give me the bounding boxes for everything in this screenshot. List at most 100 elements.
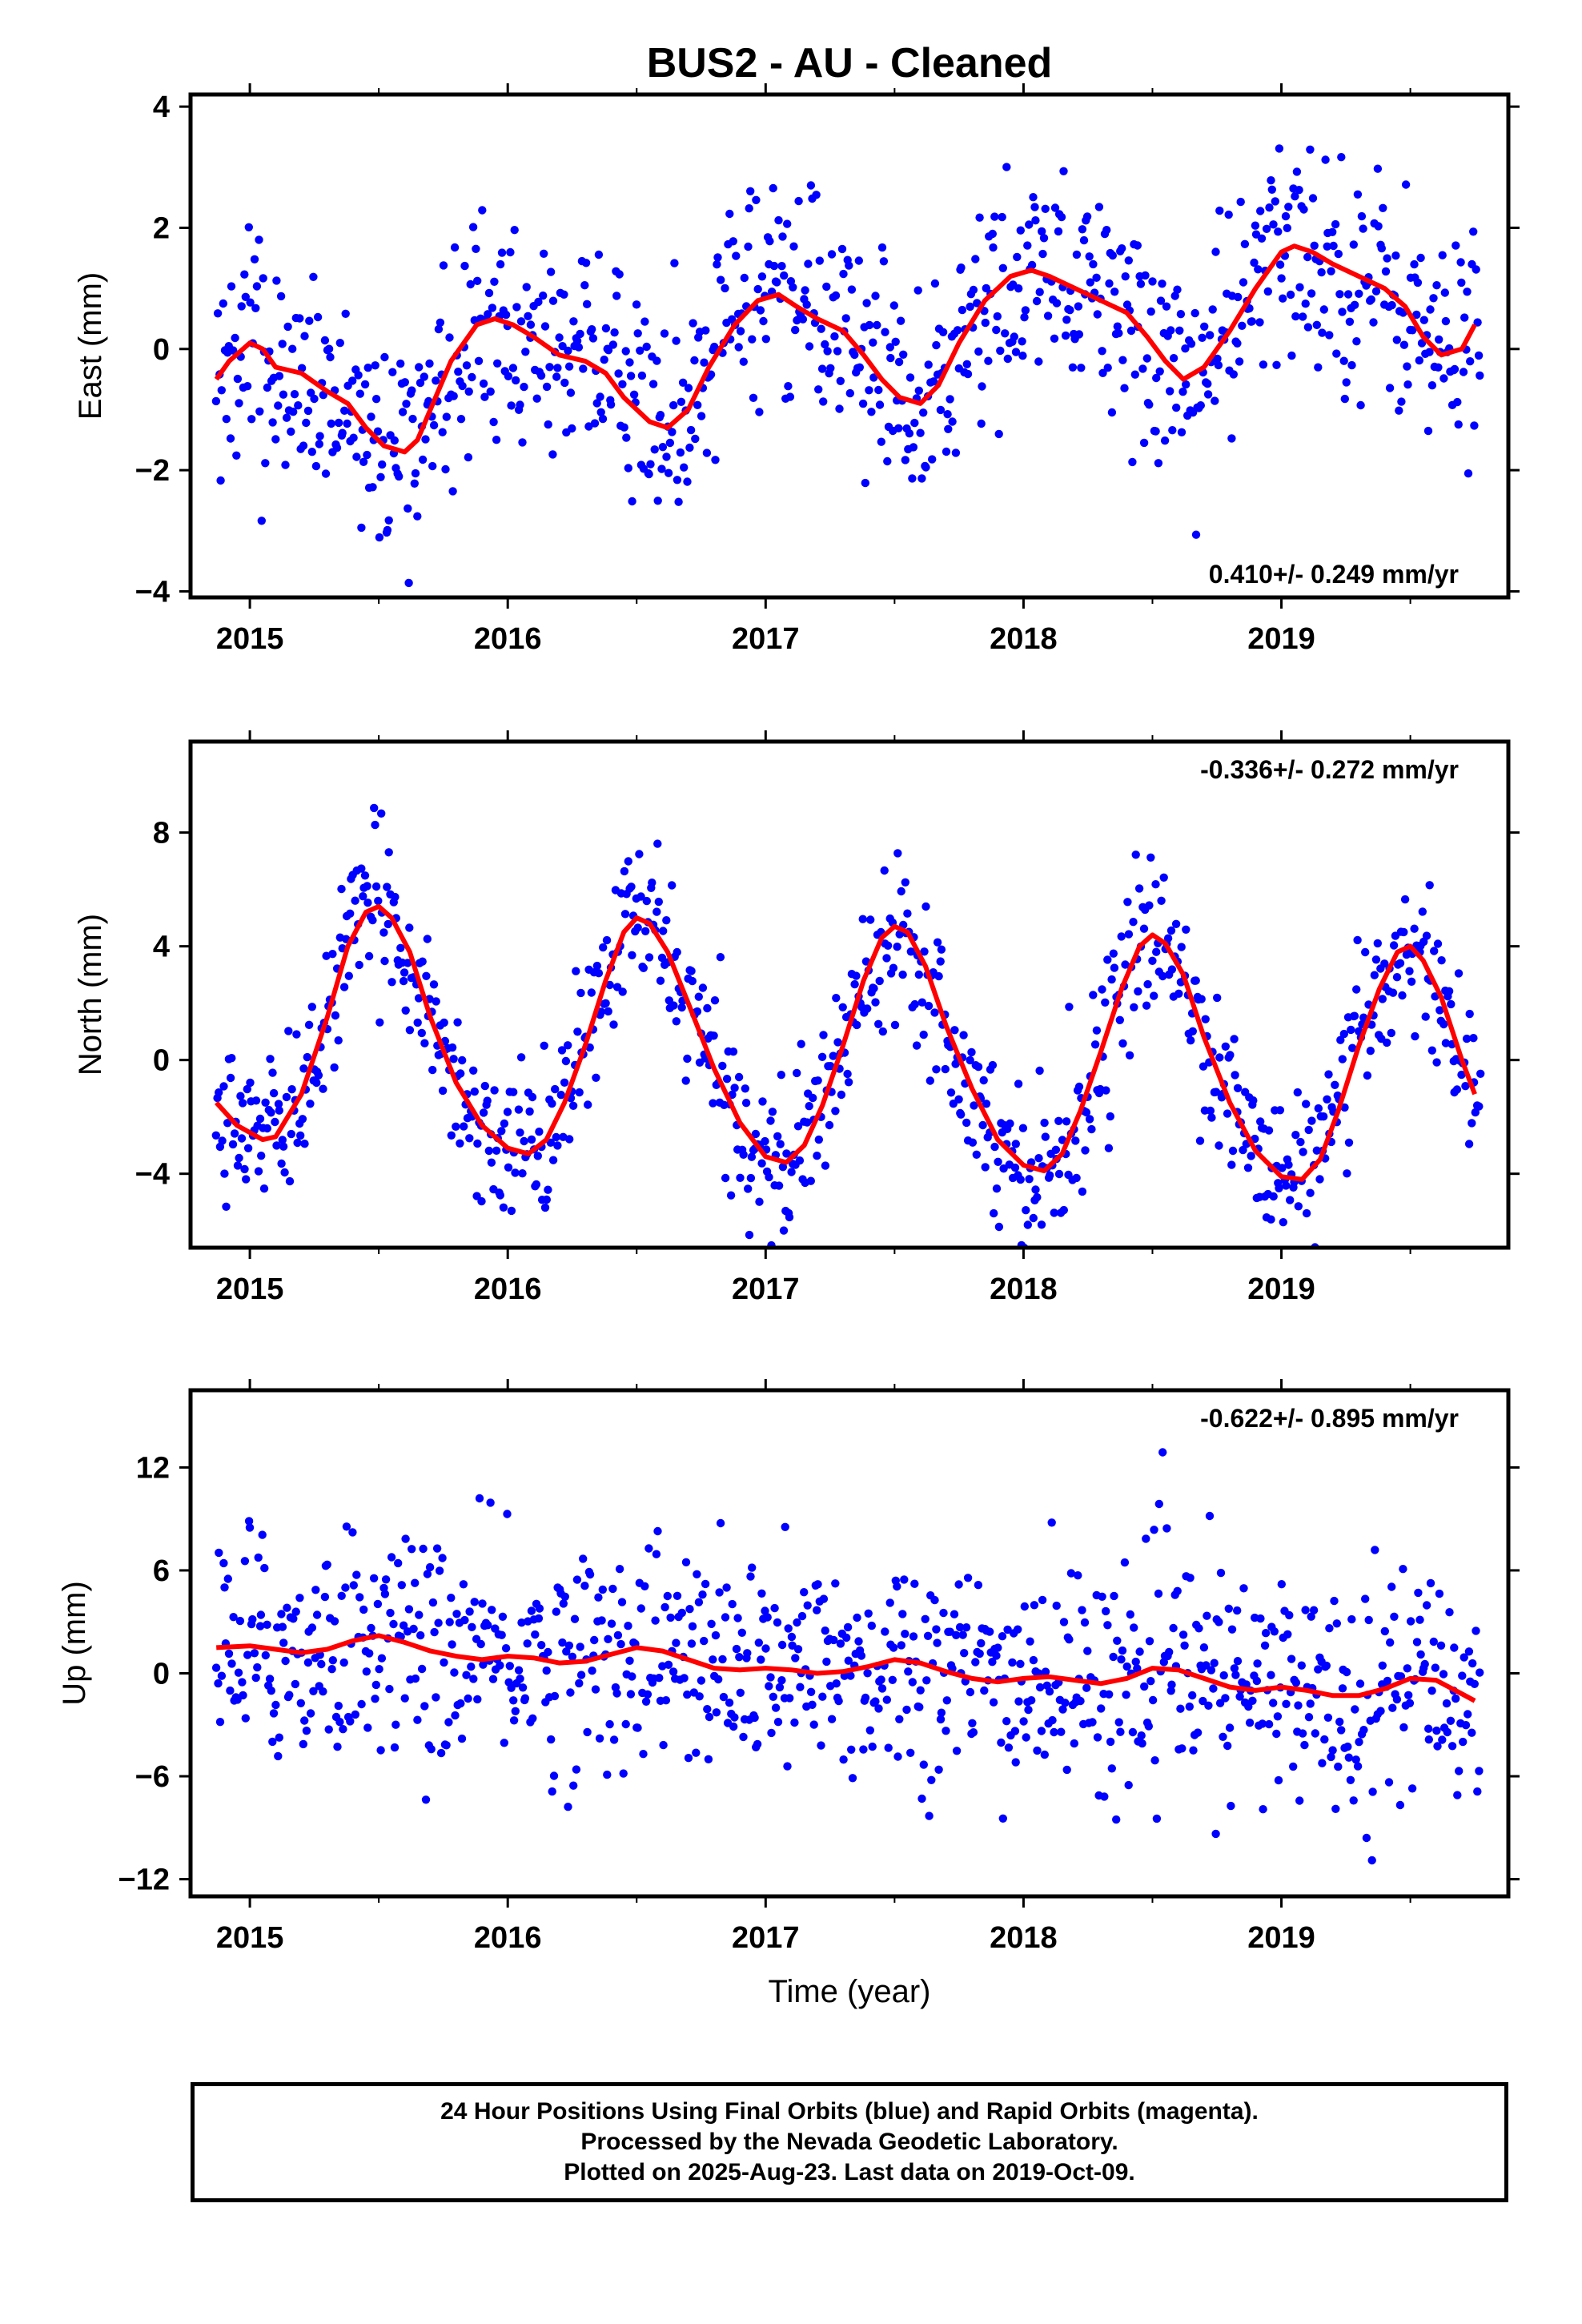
data-point [1299,205,1308,214]
data-point [581,259,591,267]
data-point [1166,1687,1175,1695]
data-point [1155,367,1164,376]
data-point [233,374,243,384]
data-point [749,393,758,402]
data-point [256,1610,266,1619]
data-point [877,243,887,252]
data-point [1471,1108,1480,1117]
data-point [745,204,753,213]
scatter-points [211,803,1485,1248]
data-point [547,1735,556,1744]
data-point [271,435,280,444]
data-point [1254,265,1263,274]
data-point [272,276,281,285]
data-point [268,418,277,427]
data-point [818,397,828,406]
data-point [978,382,986,391]
data-point [1265,203,1274,212]
data-point [1366,1047,1375,1055]
data-point [1351,1755,1360,1764]
data-point [791,325,800,335]
data-point [1138,1739,1146,1748]
data-point [367,412,375,421]
data-point [587,988,596,997]
data-point [1438,1735,1447,1744]
data-point [1221,1042,1231,1051]
data-point [404,578,413,588]
data-point [654,897,663,907]
data-point [514,1105,524,1114]
data-point [914,970,924,979]
data-point [1158,971,1167,981]
data-point [936,405,946,415]
data-point [894,424,903,432]
data-point [924,360,933,369]
data-point [428,1065,437,1075]
data-point [893,1582,901,1591]
data-point [1022,1206,1030,1215]
data-point [1002,1717,1011,1726]
data-point [1233,339,1242,348]
data-point [1167,965,1177,974]
data-point [540,1203,550,1212]
data-point [1262,224,1271,233]
data-point [1126,326,1136,336]
data-point [1377,243,1387,253]
data-point [694,1598,704,1606]
data-point [866,915,875,924]
data-point [1068,363,1078,372]
data-point [906,1748,915,1757]
data-point [922,1676,931,1685]
data-point [1216,1568,1226,1578]
data-point [396,359,405,368]
data-point [1392,1695,1402,1704]
data-point [489,417,498,427]
data-point [761,1644,770,1653]
data-point [814,1135,823,1144]
data-point [1462,1034,1472,1043]
data-point [784,382,793,391]
data-point [1332,1619,1342,1628]
data-point [725,1699,734,1707]
data-point [464,1694,472,1703]
data-point [1118,356,1127,364]
data-point [240,1164,249,1174]
data-point [934,1765,943,1774]
data-point [1122,1662,1131,1671]
data-point [320,336,330,345]
data-point [1207,1113,1216,1122]
data-point [1444,987,1454,996]
data-point [847,285,857,294]
data-point [516,1053,526,1062]
data-point [1269,1699,1278,1707]
data-point [1154,1589,1163,1598]
data-point [1277,1580,1287,1589]
data-point [1118,1646,1127,1655]
data-point [1098,985,1106,994]
data-point [384,516,393,525]
data-point [877,1684,887,1693]
data-point [1256,207,1265,215]
data-point [620,910,630,919]
data-point [355,1593,364,1602]
data-point [740,273,749,283]
data-point [460,1615,469,1625]
data-point [1079,235,1089,245]
data-point [1343,290,1353,299]
data-point [793,1122,803,1131]
data-point [971,1658,980,1667]
data-point [488,304,497,312]
data-point [761,1606,769,1615]
data-point [877,437,886,446]
data-point [886,353,895,363]
data-point [659,1740,668,1750]
data-point [989,1698,998,1707]
data-point [664,468,673,477]
data-point [1306,1188,1315,1197]
data-point [465,1607,474,1616]
data-point [622,433,631,442]
data-point [1410,924,1419,933]
data-point [592,961,602,971]
data-point [605,980,614,990]
